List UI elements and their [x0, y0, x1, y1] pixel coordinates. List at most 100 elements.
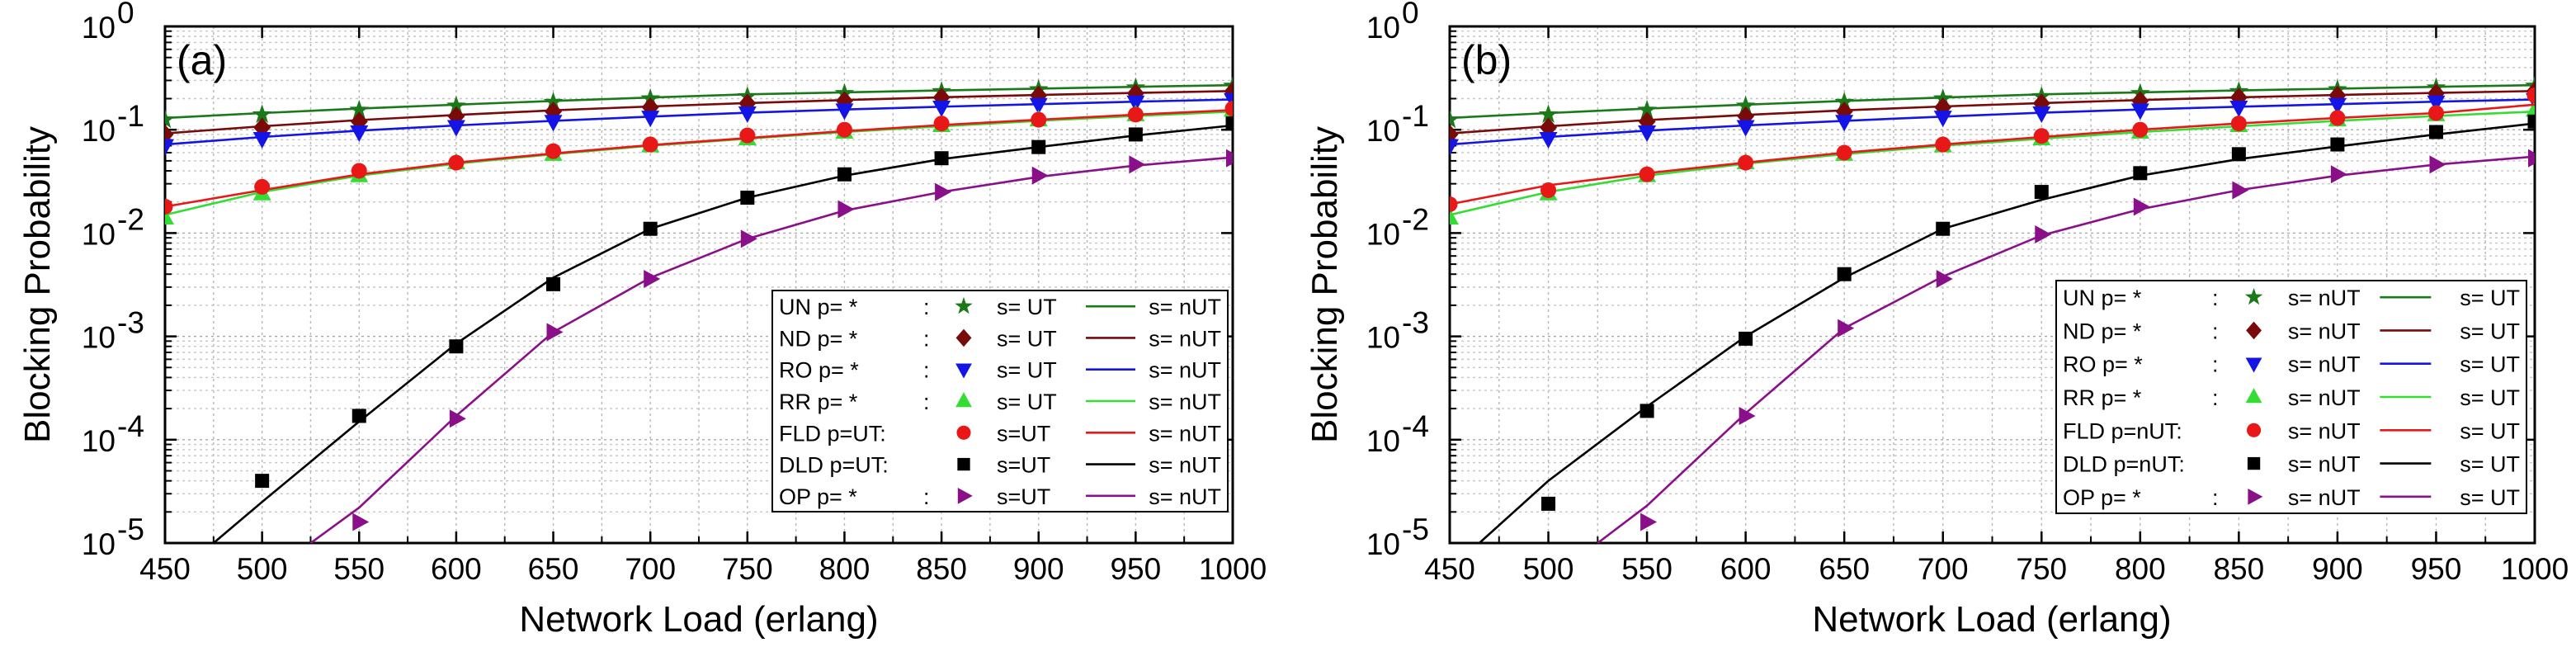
data-point-op [1129, 155, 1146, 174]
data-point-dld [837, 167, 852, 182]
y-tick-base: 10 [1366, 11, 1400, 45]
series-line-rr [1450, 110, 2535, 216]
data-point-op [1226, 149, 1233, 168]
data-point-fld [1031, 111, 1047, 128]
legend-line-label: s= nUT [1149, 484, 1221, 509]
data-point-fld [2329, 110, 2346, 126]
data-point-dld [1541, 496, 1556, 511]
x-tick-label: 1000 [1199, 552, 1267, 586]
x-tick-label: 750 [722, 552, 773, 586]
panel-label: (a) [177, 37, 227, 83]
series-line-nd [1450, 90, 2535, 135]
plot-area [1450, 75, 2535, 543]
data-point-ro [1029, 97, 1048, 115]
data-point-fld [1836, 144, 1852, 161]
x-tick-label: 600 [1720, 552, 1772, 586]
series-line-un [1450, 83, 2535, 120]
legend-colon: : [923, 484, 930, 509]
legend-colon: : [923, 358, 930, 383]
series-line-ro [165, 98, 1233, 146]
legend-line-label: s= UT [2460, 352, 2520, 377]
legend-label: UN p= * [2063, 286, 2142, 310]
data-point-dld [2231, 147, 2246, 162]
legend-marker-label: s= nUT [2288, 352, 2361, 377]
x-tick-label: 900 [2312, 552, 2363, 586]
data-point-op [740, 229, 757, 248]
legend-colon: : [2212, 286, 2219, 310]
legend-entry-ro: RO p= *: s= nUT s= UT [2063, 352, 2520, 377]
legend-marker-dld [2247, 456, 2261, 470]
legend-marker-label: s= UT [997, 295, 1057, 319]
data-point-op [837, 200, 855, 219]
data-point-op [644, 269, 661, 288]
legend-line-label: s= UT [2460, 485, 2520, 510]
x-tick-label: 500 [1523, 552, 1574, 586]
data-point-ro [446, 120, 465, 137]
data-point-fld [1540, 182, 1557, 198]
data-point-op [352, 512, 370, 531]
y-tick-exponent: -4 [1402, 409, 1429, 443]
data-point-dld [1739, 331, 1753, 346]
legend-marker-label: s= UT [997, 390, 1057, 414]
data-point-ro [1539, 131, 1558, 149]
data-point-dld [1128, 127, 1143, 142]
data-point-fld [2230, 116, 2247, 132]
y-tick-label: 10 0 [82, 0, 134, 45]
y-tick-label: 10 -1 [82, 99, 144, 148]
legend-marker-un [2244, 287, 2263, 305]
data-point-ro [2032, 106, 2051, 123]
data-point-un [252, 104, 272, 123]
legend-marker-nd [955, 328, 972, 347]
legend-marker-label: s=UT [997, 484, 1050, 509]
legend-marker-op [2248, 488, 2263, 505]
data-point-un [1538, 104, 1559, 123]
data-point-fld [1450, 196, 1458, 212]
panel-label: (b) [1461, 37, 1512, 83]
data-point-dld [546, 276, 561, 291]
legend-entry-un: UN p= *: s= UT s= nUT [779, 295, 1221, 319]
legend-box [771, 290, 1229, 512]
data-point-ro [350, 125, 369, 142]
x-tick-label: 950 [2411, 552, 2462, 586]
legend-label: OP p= * [779, 484, 857, 509]
data-point-fld [2033, 128, 2050, 144]
x-tick-labels: 450 500 550 600 650 700 750 800 850 900 950 1000 [139, 552, 1267, 586]
data-point-un [1735, 95, 1756, 115]
legend-colon: : [923, 295, 930, 319]
x-tick-label: 800 [819, 552, 870, 586]
data-point-un [1834, 92, 1855, 111]
data-point-fld [351, 163, 367, 179]
data-point-op [935, 182, 952, 201]
data-point-op [2232, 181, 2249, 200]
y-tick-exponent: -2 [117, 202, 144, 236]
data-point-ro [1638, 125, 1657, 142]
x-tick-label: 850 [916, 552, 967, 586]
y-tick-label: 10 -5 [1366, 512, 1429, 561]
y-tick-base: 10 [82, 321, 116, 355]
data-point-dld [449, 339, 464, 354]
y-tick-label: 10 -5 [82, 512, 144, 561]
legend-label: RR p= * [2063, 385, 2142, 410]
x-axis-label: Network Load (erlang) [519, 599, 878, 640]
data-point-fld [254, 178, 271, 195]
x-tick-label: 450 [1424, 552, 1475, 586]
legend-line-label: s= UT [2460, 452, 2520, 477]
data-point-fld [545, 143, 562, 159]
data-point-fld [2132, 121, 2149, 138]
data-point-ro [165, 139, 174, 156]
legend-marker-label: s= UT [997, 358, 1057, 383]
data-point-op [1838, 319, 1855, 338]
legend-label: ND p= * [2063, 319, 2142, 343]
legend-line-label: s= nUT [1149, 453, 1221, 478]
x-axis-label: Network Load (erlang) [1812, 599, 2171, 640]
x-tick-label: 550 [1621, 552, 1673, 586]
y-tick-base: 10 [82, 11, 116, 45]
y-tick-exponent: -1 [1402, 99, 1429, 133]
y-tick-exponent: 0 [117, 0, 134, 30]
data-point-dld [351, 409, 366, 423]
y-tick-base: 10 [1366, 217, 1400, 251]
data-point-dld [2330, 137, 2345, 152]
data-point-op [2429, 155, 2446, 174]
